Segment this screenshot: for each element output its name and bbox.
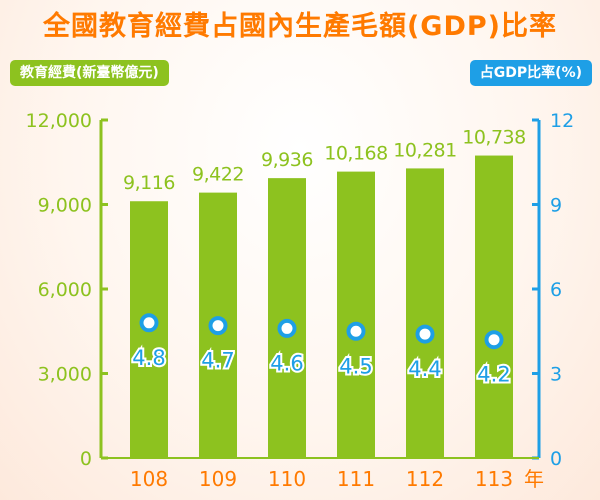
bar-value-label: 10,281 [393,139,456,161]
legend-expenditure: 教育經費(新臺幣億元) [10,60,169,86]
right-axis-tick-label: 9 [550,195,562,217]
category-label: 111 [337,467,375,491]
right-axis-tick-label: 0 [550,448,562,470]
ratio-point [139,313,159,333]
left-axis-tick-label: 3,000 [38,364,92,386]
bar [406,168,444,458]
bar [475,155,513,458]
chart-title: 全國教育經費占國內生產毛額(GDP)比率 [42,11,558,42]
ratio-value-label: 4.2 [477,363,510,387]
ratio-point [484,330,504,350]
bar-value-label: 10,168 [324,143,387,165]
ratio-value-label: 4.6 [270,351,303,375]
ratio-value-label: 4.7 [201,349,234,373]
category-label: 108 [130,467,168,491]
ratio-value-label: 4.8 [132,346,165,370]
category-label: 112 [406,467,444,491]
right-axis-tick-label: 6 [550,279,562,301]
ratio-point [277,318,297,338]
bar [268,178,306,459]
right-axis-tick-label: 12 [550,110,574,132]
ratio-point [346,321,366,341]
right-axis-tick-label: 3 [550,364,562,386]
ratio-point [415,324,435,344]
left-axis-tick-label: 9,000 [38,195,92,217]
bar-value-label: 9,936 [261,149,313,171]
ratio-value-label: 4.5 [339,354,372,378]
category-label: 113 [475,467,513,491]
left-axis-tick-label: 6,000 [38,279,92,301]
bar-value-label: 9,116 [123,172,175,194]
bar [337,171,375,459]
bar-value-label: 10,738 [462,127,525,149]
left-axis-tick-label: 12,000 [26,110,92,132]
ratio-point [208,316,228,336]
x-axis-unit-label: 年 [524,467,544,491]
left-axis-tick-label: 0 [80,448,92,470]
bar-value-label: 9,422 [192,164,244,186]
ratio-value-label: 4.4 [408,357,441,381]
category-label: 109 [199,467,237,491]
legend-gdp-ratio: 占GDP比率(%) [469,60,592,86]
category-label: 110 [268,467,306,491]
